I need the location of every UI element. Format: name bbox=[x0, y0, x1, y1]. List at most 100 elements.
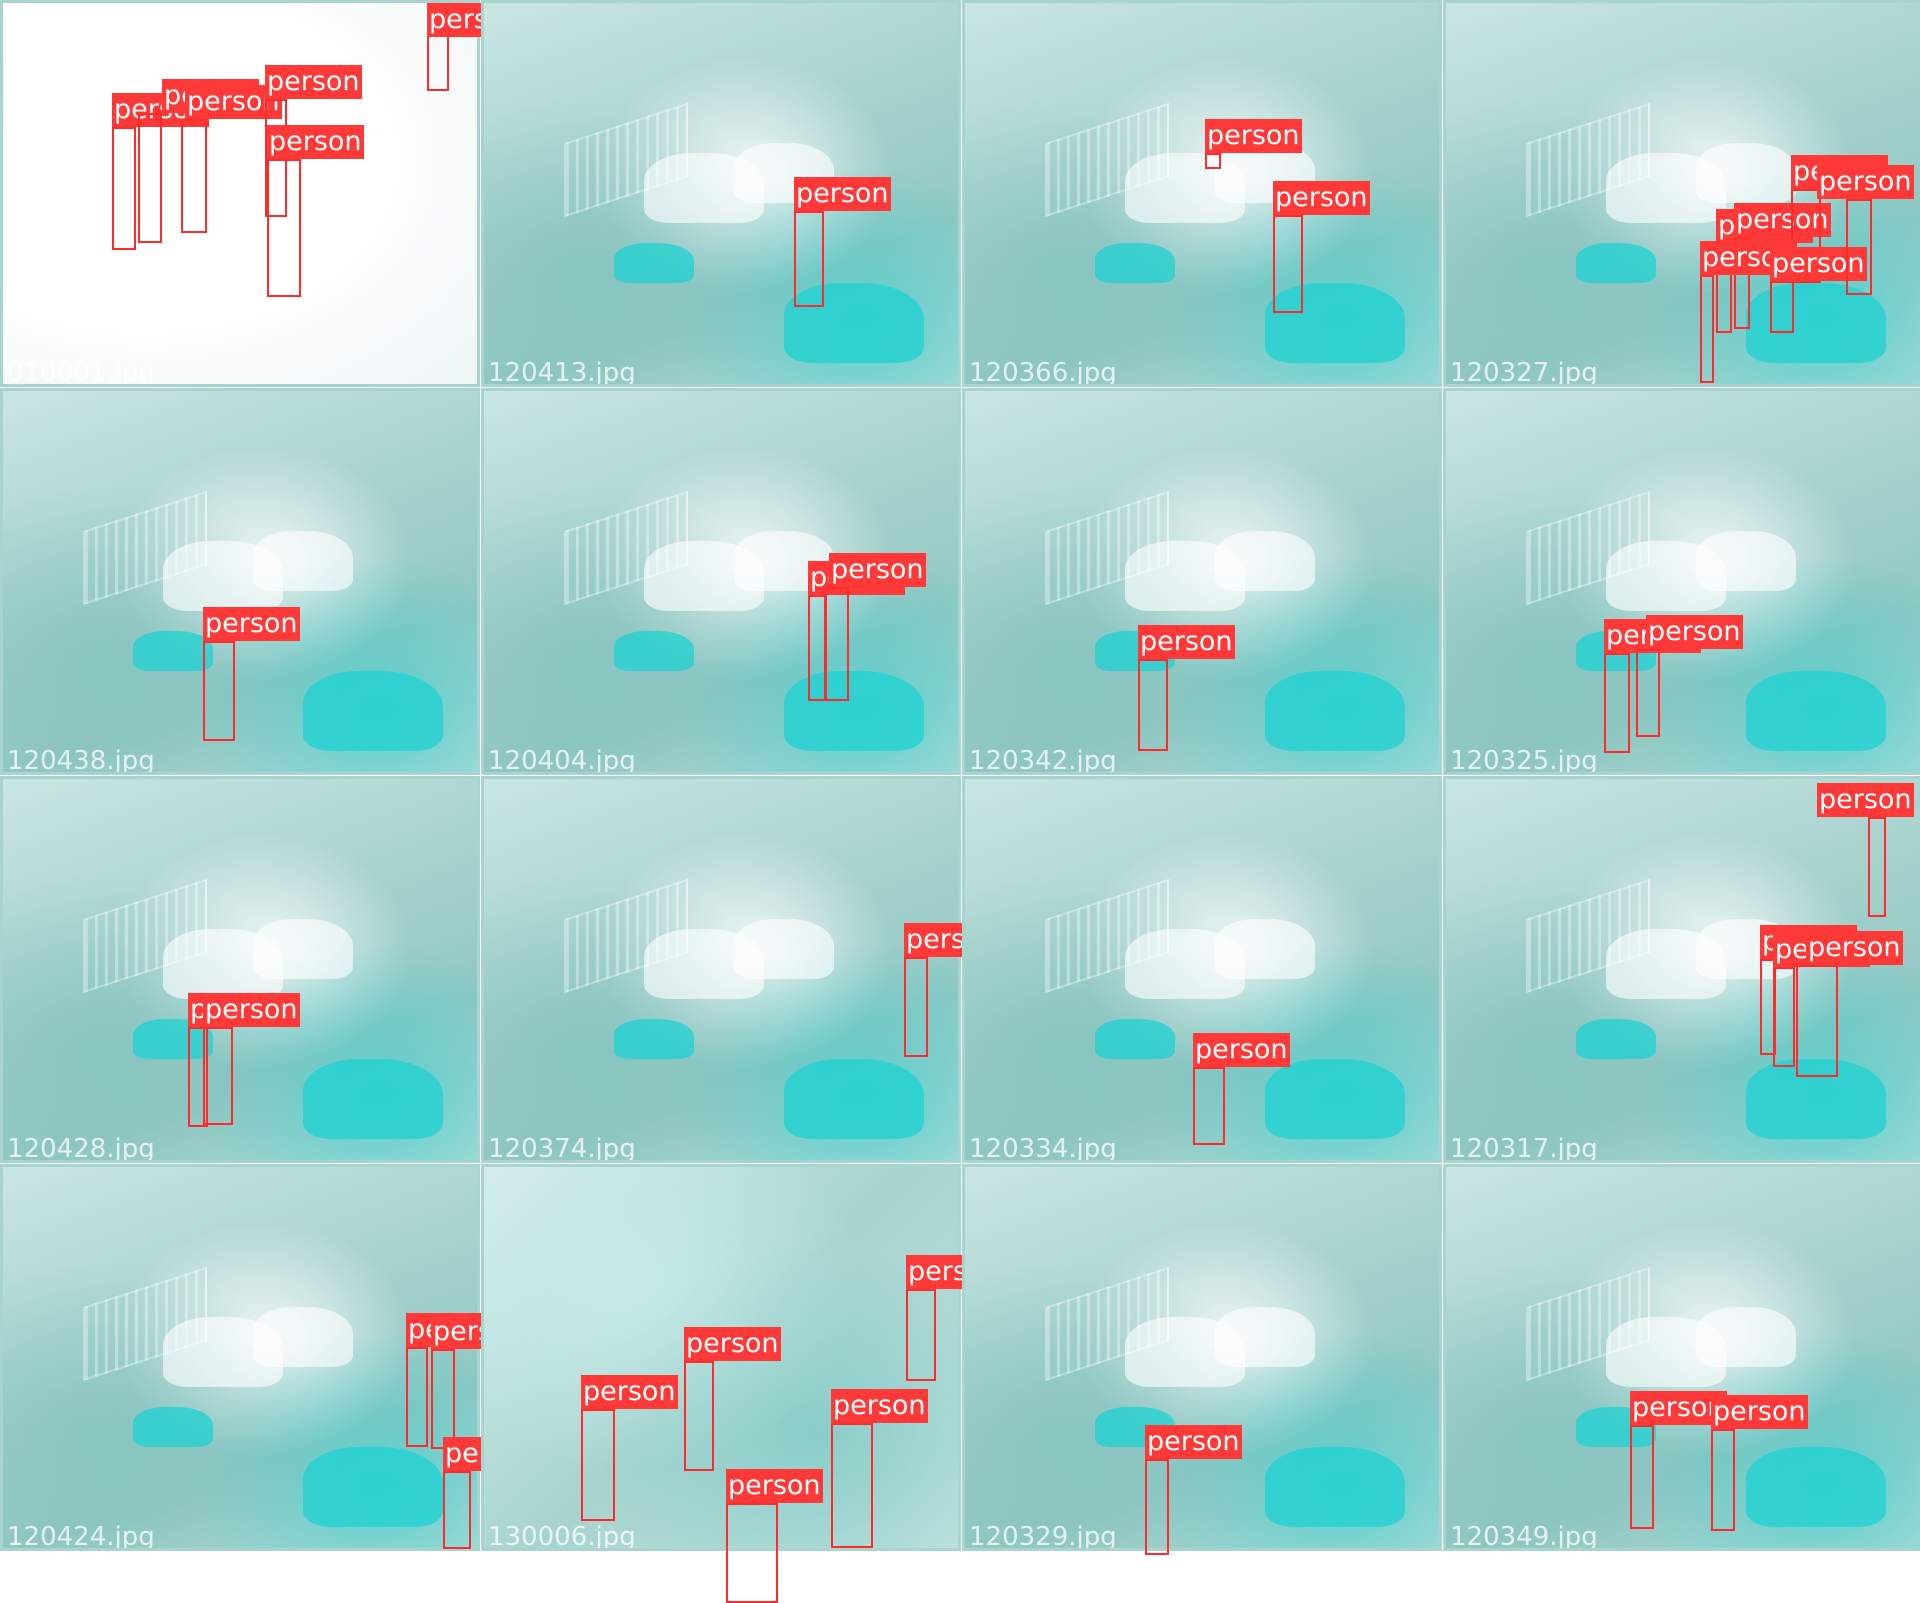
car bbox=[1576, 1019, 1656, 1059]
car bbox=[1746, 1447, 1886, 1527]
tile-filename: 120349.jpg bbox=[1450, 1522, 1598, 1548]
detection-box bbox=[831, 1423, 873, 1548]
car bbox=[734, 919, 834, 979]
car bbox=[784, 283, 924, 363]
detection-box bbox=[1273, 215, 1303, 313]
detection-box bbox=[431, 1349, 455, 1449]
image-tile: 130006.jpg person person person person person bbox=[481, 1164, 1003, 1603]
tile-scene: 120329.jpg bbox=[965, 1167, 1439, 1548]
tile-filename: 120317.jpg bbox=[1450, 1134, 1598, 1160]
tile-scene: 120404.jpg bbox=[484, 391, 958, 772]
car bbox=[1696, 1307, 1796, 1367]
detection-label: person bbox=[581, 1375, 678, 1409]
car bbox=[1265, 1059, 1405, 1139]
detection-box bbox=[443, 1471, 471, 1549]
detection-label: person bbox=[1806, 931, 1903, 965]
detection-box bbox=[188, 1027, 208, 1127]
image-tile: 120342.jpg person bbox=[962, 388, 1442, 775]
car bbox=[1265, 1447, 1405, 1527]
image-tile: 120329.jpg person bbox=[962, 1164, 1442, 1555]
detection-label: person bbox=[1734, 203, 1831, 237]
detection-box bbox=[203, 641, 235, 741]
tile-filename: 120334.jpg bbox=[969, 1134, 1117, 1160]
detection-label: person bbox=[684, 1327, 781, 1361]
car bbox=[133, 1407, 213, 1447]
car bbox=[303, 671, 443, 751]
car bbox=[614, 631, 694, 671]
detection-box bbox=[1796, 965, 1838, 1077]
detection-box bbox=[1846, 199, 1872, 295]
image-tile: 120438.jpg person bbox=[0, 388, 480, 775]
car bbox=[253, 1307, 353, 1367]
detection-box bbox=[1868, 817, 1886, 917]
detection-label: person bbox=[1145, 1425, 1242, 1459]
image-tile: 120349.jpg person person bbox=[1443, 1164, 1920, 1551]
image-tile: 120413.jpg person bbox=[481, 0, 961, 387]
detection-box bbox=[808, 595, 826, 701]
detection-box bbox=[1636, 649, 1660, 737]
detection-box bbox=[1773, 967, 1795, 1067]
detection-box bbox=[181, 119, 207, 233]
detection-label: person bbox=[1193, 1033, 1290, 1067]
detection-box bbox=[1791, 189, 1821, 283]
detection-box bbox=[684, 1361, 714, 1471]
detection-box bbox=[1760, 959, 1776, 1055]
car bbox=[1746, 283, 1886, 363]
image-tile: 120374.jpg person bbox=[481, 776, 1001, 1163]
tile-filename: 120438.jpg bbox=[7, 746, 155, 772]
detection-box bbox=[1711, 1429, 1735, 1531]
tile-filename: 120325.jpg bbox=[1450, 746, 1598, 772]
car bbox=[1215, 531, 1315, 591]
detection-box bbox=[1700, 275, 1714, 383]
car bbox=[614, 1019, 694, 1059]
detection-label: person bbox=[1630, 1391, 1727, 1425]
tile-filename: 120413.jpg bbox=[488, 358, 636, 384]
detection-label: person bbox=[203, 993, 300, 1027]
detection-box bbox=[1205, 153, 1221, 169]
tile-filename: 120327.jpg bbox=[1450, 358, 1598, 384]
detection-label: person bbox=[1770, 247, 1867, 281]
tile-scene: 120428.jpg bbox=[3, 779, 477, 1160]
detection-box bbox=[904, 957, 928, 1057]
detection-box bbox=[1193, 1067, 1225, 1145]
image-tile: 010001.jpg person person person person person… bbox=[0, 0, 524, 387]
detection-label: person bbox=[831, 1389, 928, 1423]
car bbox=[133, 631, 213, 671]
detection-box bbox=[1630, 1425, 1654, 1529]
tile-scene: 120349.jpg bbox=[1446, 1167, 1920, 1548]
tile-filename: 120424.jpg bbox=[7, 1522, 155, 1548]
detection-box bbox=[581, 1409, 615, 1521]
tile-filename: 120329.jpg bbox=[969, 1522, 1117, 1548]
detection-label: person bbox=[1711, 1395, 1808, 1429]
tile-scene: 120327.jpg bbox=[1446, 3, 1920, 384]
tile-filename: 120404.jpg bbox=[488, 746, 636, 772]
detection-box bbox=[112, 127, 136, 250]
detection-label: person bbox=[265, 65, 362, 99]
car bbox=[1215, 919, 1315, 979]
detection-box bbox=[726, 1503, 778, 1603]
car bbox=[1746, 1059, 1886, 1139]
car bbox=[253, 919, 353, 979]
tile-scene: 120334.jpg bbox=[965, 779, 1439, 1160]
car bbox=[1095, 1019, 1175, 1059]
car bbox=[784, 1059, 924, 1139]
tile-filename: 120342.jpg bbox=[969, 746, 1117, 772]
tile-scene: 120317.jpg bbox=[1446, 779, 1920, 1160]
detection-box bbox=[794, 211, 824, 307]
detection-box bbox=[203, 1027, 233, 1125]
tile-filename: 130006.jpg bbox=[488, 1522, 636, 1548]
car bbox=[253, 531, 353, 591]
tile-scene: 120424.jpg bbox=[3, 1167, 477, 1548]
tile-scene: 130006.jpg bbox=[484, 1167, 958, 1548]
detection-label: person bbox=[203, 607, 300, 641]
detection-label: person bbox=[1817, 783, 1914, 817]
detection-label: person bbox=[1138, 625, 1235, 659]
detection-label: person bbox=[1205, 119, 1302, 153]
tile-scene: 120325.jpg bbox=[1446, 391, 1920, 772]
detection-box bbox=[1138, 659, 1168, 751]
detection-label: person bbox=[1273, 181, 1370, 215]
car bbox=[1696, 143, 1796, 203]
